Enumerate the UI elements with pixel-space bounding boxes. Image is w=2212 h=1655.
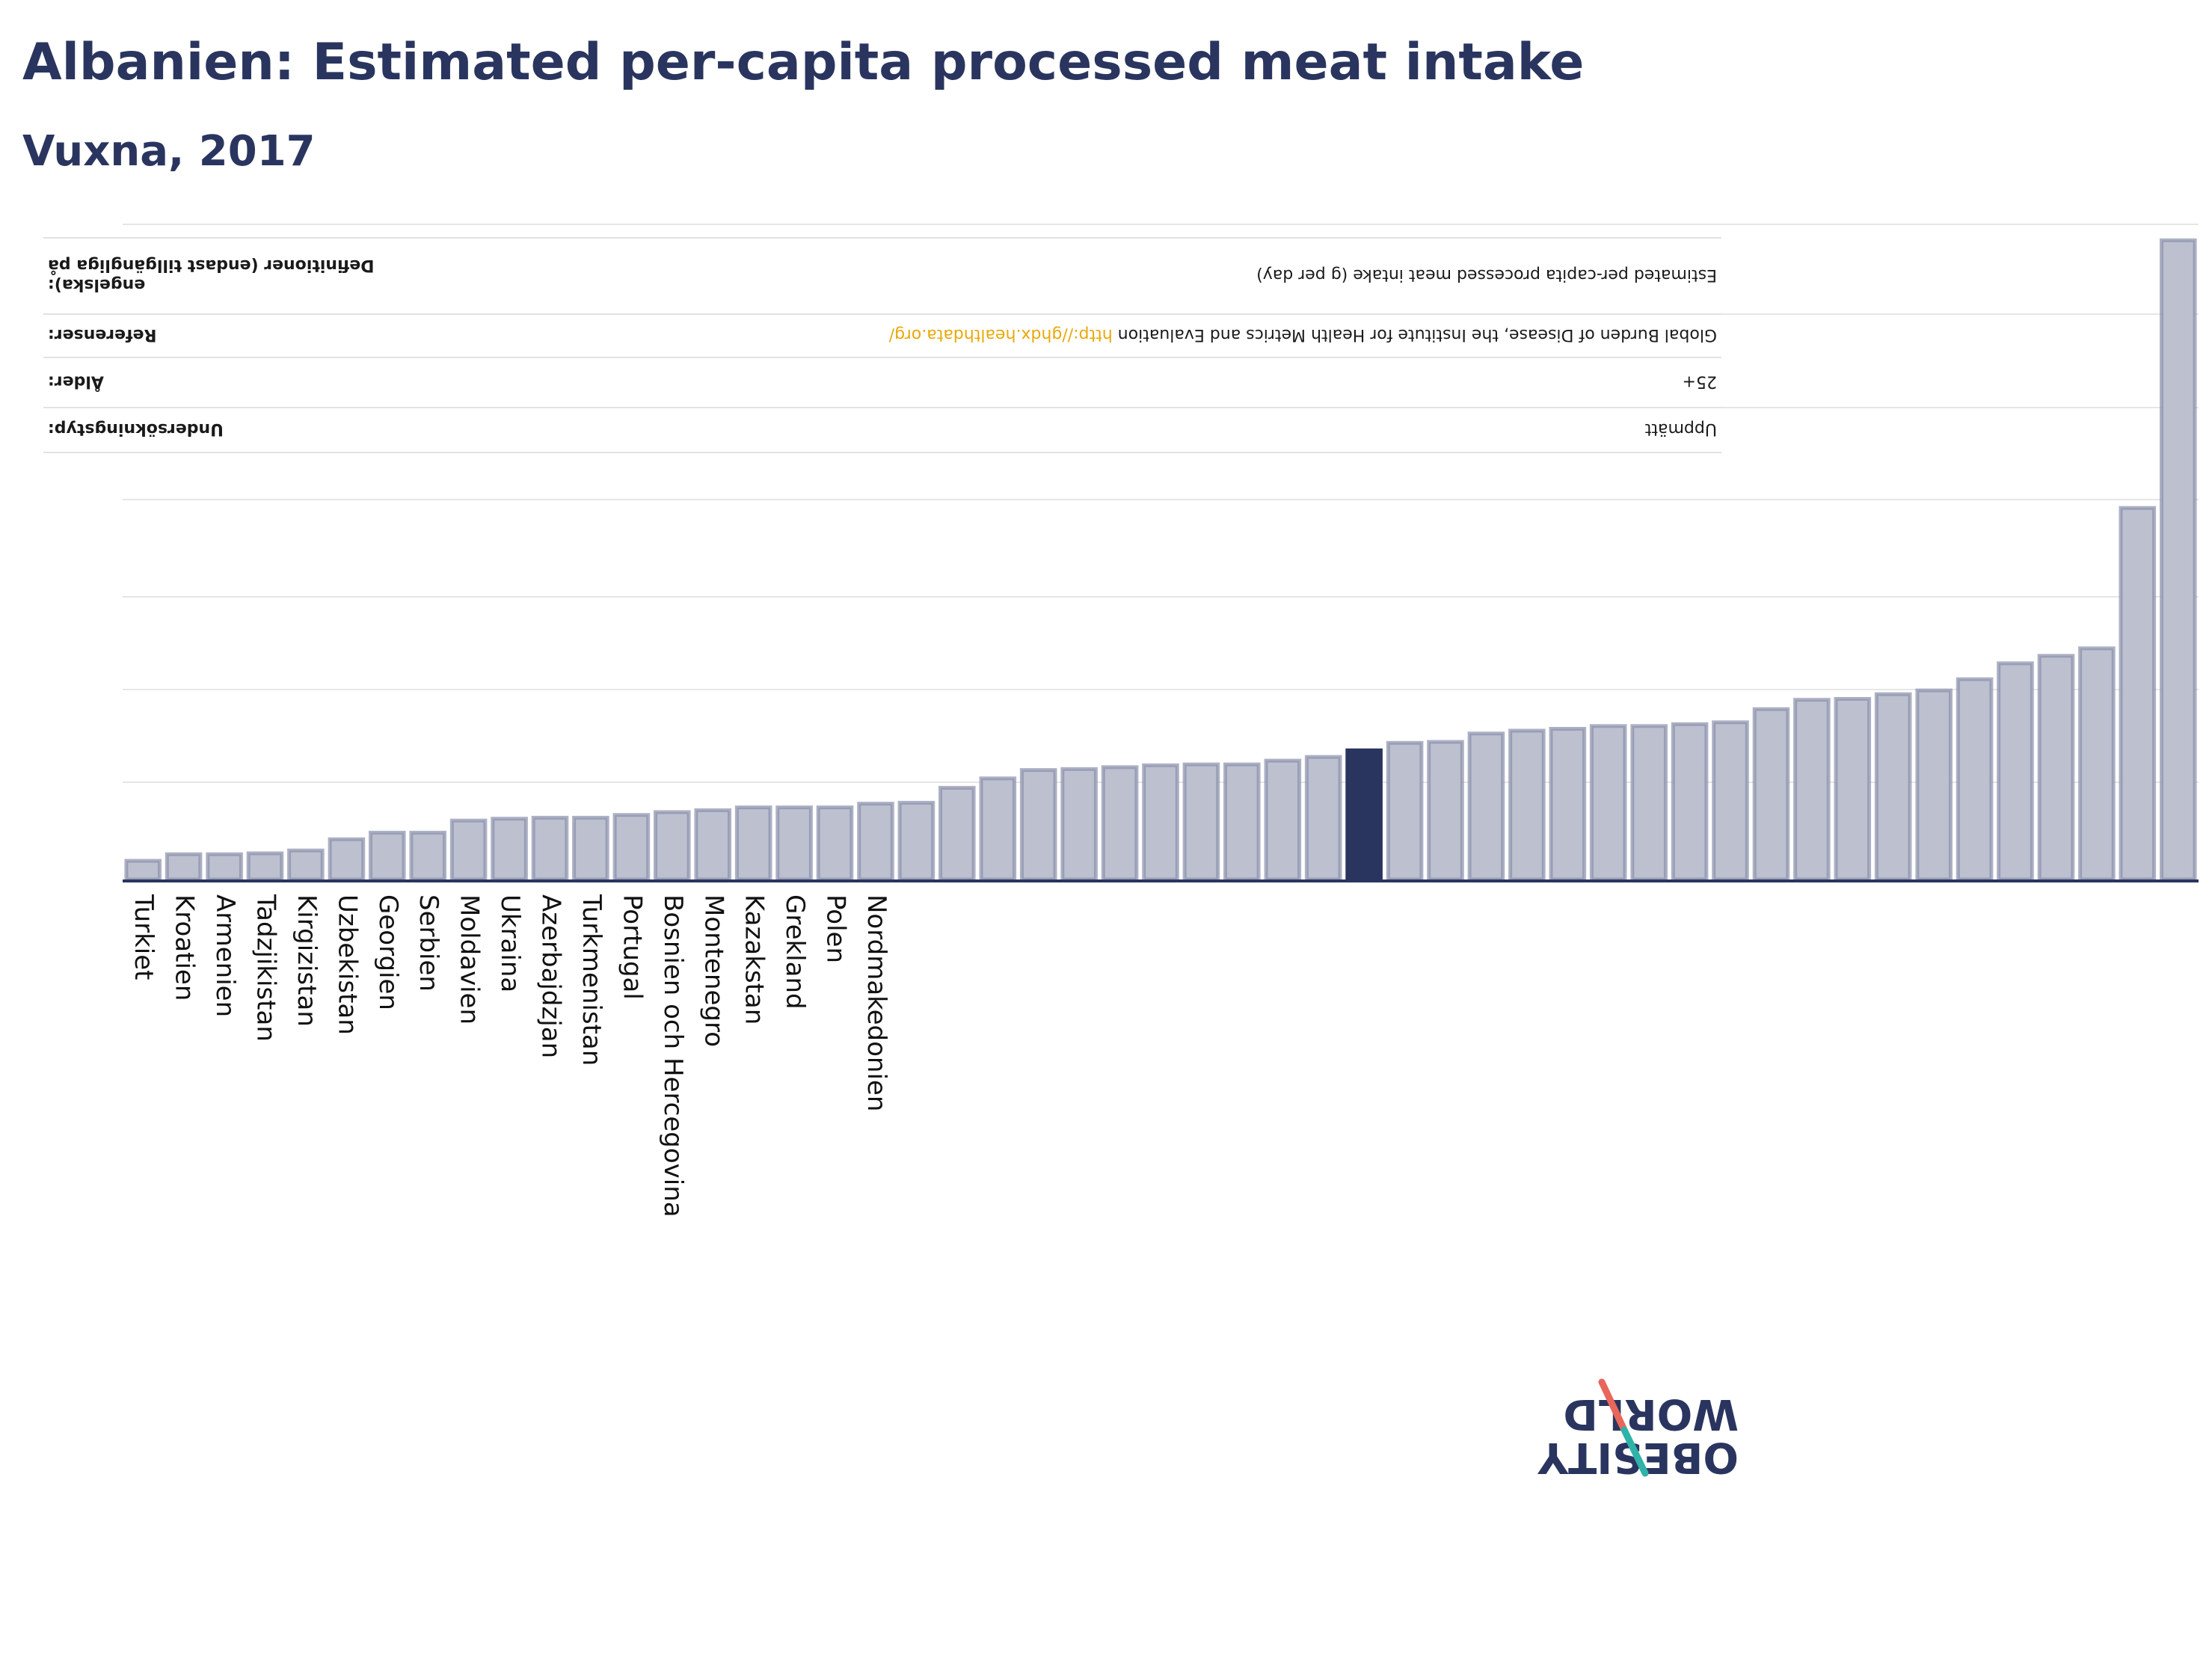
bar: [1142, 763, 1179, 882]
bar: [1671, 722, 1709, 882]
metadata-label: Definitioner (endast tillgängliga på: [48, 256, 375, 275]
x-tick-label: Montenegro: [698, 894, 728, 1047]
bar: [2119, 506, 2157, 882]
bar: [287, 848, 325, 882]
bar: [816, 805, 854, 882]
bar: [1386, 740, 1424, 882]
metadata-row: Referenser: Global Burden of Disease, the…: [48, 325, 1717, 344]
bar: [1182, 762, 1220, 882]
bar: [1019, 768, 1057, 882]
metadata-value: Global Burden of Disease, the Institute …: [888, 325, 1717, 344]
bar: [1630, 724, 1668, 882]
bar: [1793, 698, 1831, 882]
bar: [246, 851, 284, 882]
x-tick-label: Ukraina: [495, 894, 525, 992]
metadata-value: Estimated per-capita processed meat inta…: [1256, 265, 1717, 284]
metadata-value-text: 25+: [1683, 372, 1717, 391]
metadata-value-text: Estimated per-capita processed meat inta…: [1256, 265, 1717, 284]
bar: [572, 815, 609, 882]
bar: [1549, 727, 1587, 882]
x-tick-label: Polen: [821, 894, 851, 963]
x-tick-label: Kazakstan: [740, 894, 769, 1025]
bar: [1589, 724, 1627, 882]
x-tick-label: Azerbajdzjan: [536, 894, 566, 1058]
bar: [369, 830, 406, 882]
bar: [734, 805, 772, 882]
bar: [979, 776, 1017, 882]
logo-slash-teal: [1620, 1426, 1649, 1477]
bar: [897, 800, 936, 882]
bar: [491, 817, 528, 882]
bar: [1467, 731, 1505, 882]
bar: [1060, 767, 1098, 882]
bar: [1915, 688, 1953, 882]
metadata-table: engelska):Definitioner (endast tillgängl…: [43, 237, 1721, 453]
chart-title: Albanien: Estimated per-capita processed…: [22, 33, 1585, 92]
bar: [1508, 728, 1546, 882]
bar-highlight: [1345, 748, 1383, 882]
logo-slash-red: [1598, 1378, 1628, 1434]
metadata-value: Uppmätt: [1644, 420, 1717, 438]
chart-subtitle: Vuxna, 2017: [22, 127, 316, 176]
bar: [2037, 654, 2075, 882]
bar: [775, 805, 813, 882]
x-tick-label: Bosnien och Hercegovina: [658, 894, 688, 1218]
x-tick-label: Armenien: [210, 894, 240, 1017]
obesity-world-logo: OBESITY WORLD: [1537, 1378, 1739, 1481]
metadata-row: Ålder: 25+: [48, 372, 1717, 392]
bar: [1304, 755, 1342, 882]
bar: [654, 810, 691, 882]
bar: [857, 802, 894, 882]
metadata-label: Referenser:: [48, 325, 156, 344]
bars: [124, 238, 2197, 882]
metadata-row: Undersökningstyp: Uppmätt: [48, 420, 1717, 438]
bar: [1101, 765, 1139, 882]
x-tick-label: Turkiet: [129, 894, 159, 980]
x-tick-labels: Turkiet Kroatien Armenien Tadzjikistan Kirgi…: [129, 894, 891, 1218]
x-tick-label: Portugal: [617, 894, 647, 1000]
bar: [1264, 758, 1302, 882]
bar: [1956, 677, 1994, 882]
bar: [124, 859, 162, 882]
bar: [1427, 740, 1464, 882]
bar: [2160, 238, 2197, 882]
bar: [206, 852, 243, 882]
metadata-label: engelska):: [48, 275, 145, 294]
bar: [694, 808, 732, 882]
bar: [328, 837, 366, 882]
metadata-value-text: Global Burden of Disease, the Institute …: [1113, 325, 1717, 344]
bar: [2078, 646, 2116, 882]
bar: [1712, 720, 1749, 882]
bar: [531, 815, 569, 882]
x-tick-label: Tadzjikistan: [251, 894, 281, 1042]
x-tick-label: Nordmakedonien: [861, 894, 891, 1111]
x-tick-label: Uzbekistan: [332, 894, 362, 1035]
x-tick-label: Turkmenistan: [577, 894, 606, 1066]
metadata-value-text: Uppmätt: [1644, 420, 1717, 438]
bar: [938, 785, 976, 882]
logo-text-line2: WORLD: [1563, 1390, 1739, 1438]
x-tick-label: Serbien: [414, 894, 443, 992]
x-tick-label: Kirgizistan: [292, 894, 322, 1027]
bar: [1874, 692, 1912, 882]
bar: [1223, 762, 1261, 882]
bar: [165, 852, 203, 882]
metadata-label: Ålder:: [48, 372, 104, 392]
bar: [449, 818, 488, 882]
bar: [1752, 707, 1790, 882]
metadata-label: Undersökningstyp:: [48, 420, 224, 438]
x-tick-label: Moldavien: [455, 894, 485, 1025]
x-tick-label: Kroatien: [170, 894, 200, 1001]
bar: [409, 830, 447, 882]
metadata-value: 25+: [1683, 372, 1717, 391]
x-tick-label: Grekland: [780, 894, 810, 1010]
bar: [1997, 661, 2034, 882]
metadata-link[interactable]: http://ghdx.healthdata.org/: [888, 325, 1113, 344]
x-tick-label: Georgien: [373, 894, 403, 1010]
bar: [612, 813, 651, 882]
metadata-row: engelska):Definitioner (endast tillgängl…: [48, 256, 1717, 294]
bar: [1834, 697, 1872, 882]
